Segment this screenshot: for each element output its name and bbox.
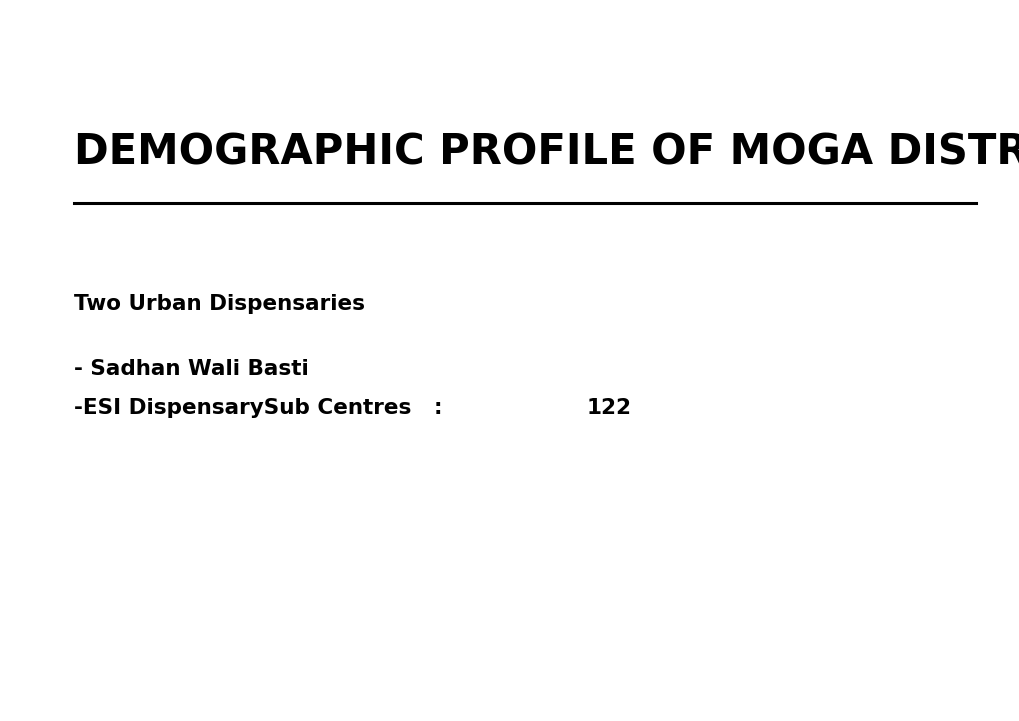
- Text: DEMOGRAPHIC PROFILE OF MOGA DISTRICT: DEMOGRAPHIC PROFILE OF MOGA DISTRICT: [74, 131, 1019, 173]
- Text: 122: 122: [586, 398, 631, 418]
- Text: :: :: [433, 398, 441, 418]
- Text: -ESI DispensarySub Centres: -ESI DispensarySub Centres: [74, 398, 412, 418]
- Text: - Sadhan Wali Basti: - Sadhan Wali Basti: [74, 358, 309, 379]
- Text: Two Urban Dispensaries: Two Urban Dispensaries: [74, 293, 365, 314]
